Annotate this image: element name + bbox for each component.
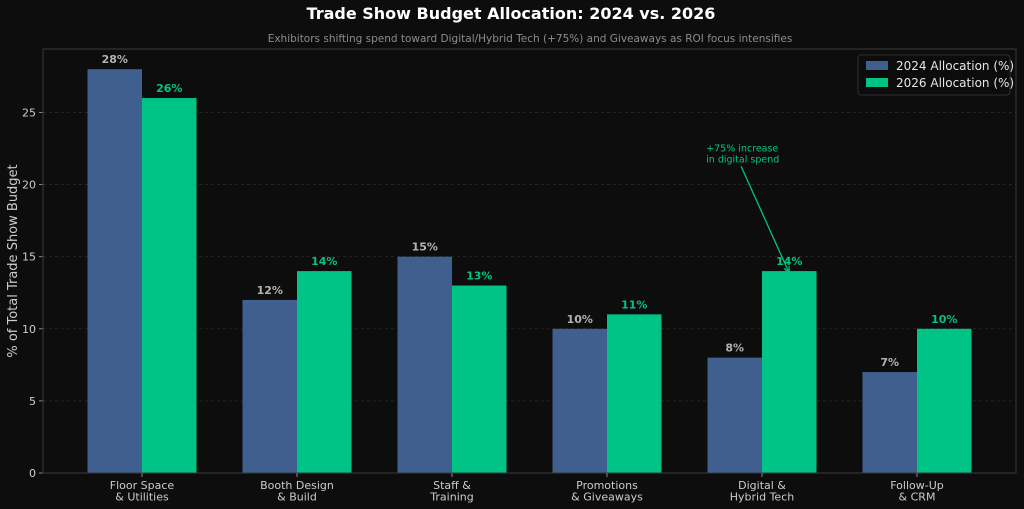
y-axis-label: % of Total Trade Show Budget bbox=[6, 164, 21, 357]
bar-2026 bbox=[452, 285, 507, 473]
plot-frame bbox=[42, 48, 1017, 474]
x-tick-label: Training bbox=[429, 491, 473, 504]
chart-subtitle: Exhibitors shifting spend toward Digital… bbox=[268, 33, 793, 45]
axes: 0 5 10 15 20 25 Floor Space& Utilities Booth De… bbox=[22, 48, 1017, 504]
bar-2024 bbox=[87, 69, 142, 473]
bar-value-label: 10% bbox=[567, 313, 593, 326]
legend-box bbox=[857, 54, 1011, 96]
annotation-arrow bbox=[740, 166, 790, 274]
chart-title: Trade Show Budget Allocation: 2024 vs. 2… bbox=[307, 4, 716, 23]
legend: 2024 Allocation (%) 2026 Allocation (%) bbox=[857, 54, 1014, 96]
x-tick-label: Hybrid Tech bbox=[730, 491, 794, 504]
bar-value-label: 10% bbox=[931, 313, 957, 326]
bar-value-label: 28% bbox=[102, 53, 128, 66]
bar-value-label: 11% bbox=[621, 298, 647, 311]
legend-entry: 2026 Allocation (%) bbox=[896, 76, 1014, 90]
x-tick-label: Follow-Up bbox=[890, 479, 944, 492]
bar-value-label: 13% bbox=[466, 270, 492, 283]
legend-swatch bbox=[866, 61, 888, 70]
bar-2026 bbox=[607, 314, 662, 473]
bar-value-label: 7% bbox=[880, 356, 899, 369]
x-tick-label: & Build bbox=[277, 491, 317, 504]
bar-value-label: 15% bbox=[412, 241, 438, 254]
annotation-text: in digital spend bbox=[706, 154, 779, 165]
x-tick-label: Promotions bbox=[576, 479, 638, 492]
y-tick-label: 0 bbox=[29, 467, 36, 480]
y-tick-label: 15 bbox=[22, 251, 36, 264]
x-tick-label: & Giveaways bbox=[571, 491, 643, 504]
annotation-arrowhead bbox=[783, 266, 790, 275]
bar-2024 bbox=[552, 328, 607, 473]
bar-value-label: 12% bbox=[257, 284, 283, 297]
x-tick-label: Floor Space bbox=[110, 479, 175, 492]
y-tick-label: 10 bbox=[22, 323, 36, 336]
x-tick-label: Staff & bbox=[433, 479, 471, 492]
bar-2026 bbox=[917, 328, 972, 473]
bar-value-label: 26% bbox=[156, 82, 182, 95]
legend-entry: 2024 Allocation (%) bbox=[896, 59, 1014, 73]
bar-value-label: 14% bbox=[311, 255, 337, 268]
y-tick-label: 5 bbox=[29, 395, 36, 408]
gridlines bbox=[43, 112, 1016, 402]
x-tick-label: Digital & bbox=[738, 479, 786, 492]
bar-2024 bbox=[707, 357, 762, 473]
annotation-text: +75% increase bbox=[706, 143, 778, 154]
bar-2026 bbox=[142, 98, 197, 474]
bars: 28%12%15%10%8%7%26%14%13%11%14%10% bbox=[87, 53, 972, 474]
y-tick-label: 20 bbox=[22, 179, 36, 192]
x-tick-label: Booth Design bbox=[260, 479, 334, 492]
bar-2026 bbox=[297, 271, 352, 473]
legend-swatch bbox=[866, 78, 888, 87]
x-tick-label: & Utilities bbox=[115, 491, 169, 504]
y-tick-label: 25 bbox=[22, 106, 36, 119]
x-tick-label: & CRM bbox=[899, 491, 936, 504]
bar-value-label: 8% bbox=[725, 342, 744, 355]
bar-2024 bbox=[397, 256, 452, 473]
bar-2026 bbox=[762, 271, 817, 473]
bar-2024 bbox=[862, 372, 917, 473]
bar-2024 bbox=[242, 299, 297, 473]
